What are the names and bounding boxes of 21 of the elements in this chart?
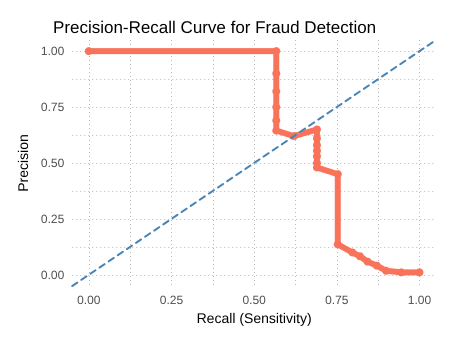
y-tick-label: 1.00 bbox=[40, 44, 65, 58]
point bbox=[356, 252, 364, 260]
x-axis-title: Recall (Sensitivity) bbox=[196, 310, 312, 326]
point bbox=[272, 126, 280, 135]
x-tick-label: 0.25 bbox=[160, 293, 184, 307]
point bbox=[364, 258, 372, 266]
y-tick-label: 0.50 bbox=[40, 156, 65, 170]
point bbox=[312, 125, 321, 134]
point bbox=[84, 47, 93, 56]
point bbox=[397, 268, 406, 276]
x-tick-label: 0.50 bbox=[242, 293, 266, 307]
y-tick-label: 0.75 bbox=[40, 100, 65, 114]
y-tick-label: 0.00 bbox=[40, 268, 65, 282]
x-tick-label: 1.00 bbox=[408, 293, 432, 307]
y-tick-label: 0.25 bbox=[40, 212, 65, 226]
y-axis-title: Precision bbox=[15, 134, 31, 192]
x-tick-label: 0.75 bbox=[325, 293, 349, 307]
point bbox=[372, 262, 381, 270]
point bbox=[348, 248, 356, 256]
chart-title: Precision-Recall Curve for Fraud Detection bbox=[53, 18, 376, 37]
x-tick-label: 0.00 bbox=[77, 293, 101, 307]
